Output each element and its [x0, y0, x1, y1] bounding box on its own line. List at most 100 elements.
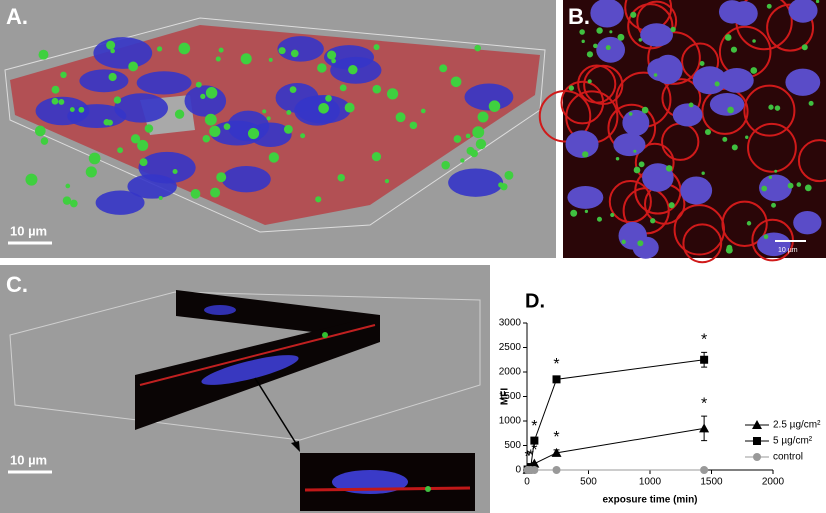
nucleus — [730, 1, 758, 26]
particle — [78, 106, 85, 113]
particle — [637, 240, 644, 247]
particle — [450, 76, 462, 88]
nucleus — [642, 163, 674, 192]
particle — [609, 30, 613, 34]
nucleus — [692, 66, 727, 95]
particle — [372, 84, 382, 94]
particle — [69, 107, 75, 112]
particle — [488, 100, 501, 112]
particle — [796, 182, 802, 187]
particle — [593, 43, 598, 49]
particle — [704, 128, 712, 135]
particle — [210, 187, 221, 198]
particle — [200, 93, 206, 99]
particle — [766, 3, 772, 9]
particle — [218, 47, 224, 53]
particle — [638, 38, 643, 42]
y-tick-label: 500 — [504, 440, 521, 451]
particle — [453, 135, 462, 143]
particle — [317, 63, 327, 73]
nucleus — [114, 93, 168, 123]
significance-mark: * — [531, 442, 537, 459]
particle — [668, 202, 675, 209]
particle — [223, 123, 231, 130]
particle — [300, 133, 306, 139]
nucleus — [35, 96, 90, 126]
x-tick-label: 2000 — [762, 477, 785, 488]
data-point — [700, 466, 709, 474]
membrane — [721, 200, 768, 247]
nucleus — [632, 236, 659, 259]
particle — [615, 157, 620, 161]
y-tick-label: 0 — [515, 465, 521, 476]
nucleus — [565, 130, 599, 158]
particle — [761, 185, 768, 192]
particle — [460, 158, 465, 163]
particle — [262, 109, 267, 114]
x-tick-label: 0 — [524, 477, 530, 488]
particle — [475, 138, 487, 150]
panel-label: A. — [6, 4, 28, 29]
significance-mark: * — [701, 395, 707, 412]
particle — [40, 137, 49, 145]
particle — [665, 165, 673, 172]
panel-b: 10 µm B. — [538, 0, 826, 264]
particle — [117, 147, 124, 154]
membrane — [797, 139, 826, 183]
legend-marker — [753, 437, 761, 445]
particle — [25, 173, 38, 186]
particle — [339, 84, 347, 92]
membrane — [682, 223, 723, 264]
y-tick-label: 1500 — [499, 391, 522, 402]
particle — [371, 151, 382, 162]
particle — [439, 64, 448, 73]
particle — [752, 39, 756, 43]
bounding-box — [4, 17, 546, 233]
particle — [582, 151, 589, 158]
particle — [596, 27, 603, 34]
x-tick-label: 1000 — [639, 477, 662, 488]
significance-mark: * — [528, 448, 534, 465]
particle — [327, 50, 337, 60]
particle — [808, 100, 814, 106]
particle — [746, 221, 752, 226]
particle — [373, 44, 380, 51]
nucleus — [793, 210, 822, 235]
particle — [315, 196, 322, 203]
membrane — [743, 84, 796, 137]
particle — [570, 209, 578, 217]
particle — [174, 109, 185, 119]
membrane — [766, 3, 815, 52]
panel-label: B. — [568, 4, 590, 29]
x-tick-label: 1500 — [700, 477, 723, 488]
particle — [650, 218, 656, 224]
particle — [386, 88, 399, 100]
particle — [322, 332, 328, 338]
particle — [653, 73, 658, 77]
membrane — [647, 31, 701, 85]
particle — [568, 85, 575, 91]
particle — [268, 152, 279, 163]
membrane — [139, 324, 376, 386]
nucleus — [622, 109, 650, 136]
particle — [137, 139, 149, 152]
particle — [266, 116, 271, 121]
y-tick-label: 2000 — [499, 367, 522, 378]
nucleus — [596, 36, 626, 63]
scale-bar-label: 10 µm — [778, 247, 798, 254]
particle — [587, 79, 592, 84]
particle — [610, 212, 615, 218]
nucleus — [204, 305, 236, 315]
panel-label: D. — [525, 290, 545, 312]
particle — [465, 133, 471, 139]
nucleus — [184, 85, 227, 117]
particle — [477, 111, 489, 123]
legend-marker — [753, 453, 761, 461]
particle — [731, 144, 738, 151]
particle — [724, 34, 732, 41]
nucleus — [448, 168, 504, 197]
particle — [617, 33, 625, 41]
legend-label: 2.5 µg/cm² — [773, 420, 821, 431]
x-tick-label: 500 — [580, 477, 597, 488]
